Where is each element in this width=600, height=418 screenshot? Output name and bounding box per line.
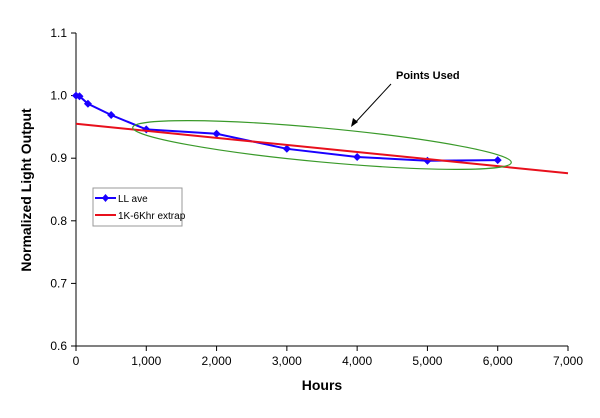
x-tick-label: 2,000 [202, 354, 232, 368]
y-tick-label: 1.0 [50, 89, 67, 103]
data-point [142, 125, 151, 134]
data-point [282, 144, 291, 153]
arrow-head-icon [351, 118, 358, 127]
series-line-extrap [75, 122, 569, 175]
x-tick-label: 6,000 [483, 354, 513, 368]
legend-box [92, 187, 183, 227]
y-tick-label: 0.7 [50, 276, 67, 290]
legend-label-ll-ave: LL ave [118, 194, 148, 205]
series-line-ll-ave [75, 94, 498, 162]
annotation-arrow-line [353, 83, 392, 125]
x-tick-label: 4,000 [342, 354, 372, 368]
x-tick-label: 1,000 [131, 354, 161, 368]
x-ticks: 0 1,000 2,000 3,000 4,000 5,000 6,000 7,000 [73, 346, 583, 368]
x-tick-label: 0 [73, 354, 80, 368]
data-point [493, 156, 502, 165]
legend: LL ave 1K-6Khr extrap [92, 187, 186, 227]
data-point [353, 152, 362, 161]
x-axis-label: Hours [302, 377, 343, 393]
legend-label-extrap: 1K-6Khr extrap [118, 211, 186, 222]
data-point [83, 99, 92, 108]
x-tick-label: 3,000 [272, 354, 302, 368]
y-tick-label: 0.8 [50, 214, 67, 228]
y-tick-label: 0.6 [50, 339, 67, 353]
y-axis-label: Normalized Light Output [18, 108, 34, 272]
y-tick-label: 0.9 [50, 151, 67, 165]
axes [75, 33, 568, 347]
data-point [107, 111, 116, 120]
annotation-layer: Points Used [132, 70, 512, 170]
points-used-ellipse [132, 120, 512, 170]
data-point [75, 92, 84, 101]
x-tick-label: 7,000 [553, 354, 583, 368]
y-tick-label: 1.1 [50, 26, 67, 40]
data-point [212, 129, 221, 138]
annotation-points-used: Points Used [396, 70, 460, 82]
series-layer [72, 91, 569, 175]
y-ticks: 0.6 0.7 0.8 0.9 1.0 1.1 [50, 26, 76, 353]
x-tick-label: 5,000 [412, 354, 442, 368]
legend-marker-ll-ave [102, 194, 109, 202]
